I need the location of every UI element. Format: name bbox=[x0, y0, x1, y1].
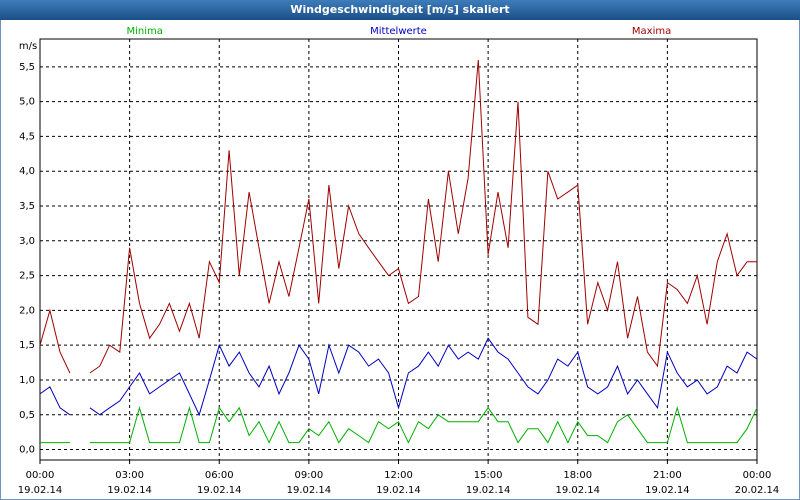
x-tick-label: 09:00 bbox=[294, 470, 323, 481]
x-tick-label: 18:00 bbox=[563, 470, 592, 481]
legend-entry: Mittelwerte bbox=[370, 26, 427, 37]
x-tick-date: 19.02.14 bbox=[18, 485, 63, 496]
x-tick-label: 21:00 bbox=[653, 470, 682, 481]
y-tick-label: 2,0 bbox=[19, 305, 35, 316]
chart-title: Windgeschwindigkeit [m/s] skaliert bbox=[290, 3, 509, 16]
x-tick-label: 03:00 bbox=[115, 470, 144, 481]
legend-entry: Minima bbox=[126, 26, 162, 37]
y-tick-label: 1,5 bbox=[19, 340, 35, 351]
y-tick-label: 4,5 bbox=[19, 131, 35, 142]
y-tick-label: 3,5 bbox=[19, 201, 35, 212]
x-tick-label: 06:00 bbox=[205, 470, 234, 481]
series-line bbox=[39, 59, 757, 374]
y-tick-label: 2,5 bbox=[19, 271, 35, 282]
x-tick-date: 20.02.14 bbox=[735, 485, 780, 496]
y-tick-label: 5,5 bbox=[19, 62, 35, 73]
x-tick-date: 19.02.14 bbox=[376, 485, 421, 496]
x-tick-label: 00:00 bbox=[26, 470, 55, 481]
x-tick-label: 15:00 bbox=[474, 470, 503, 481]
x-tick-date: 19.02.14 bbox=[287, 485, 332, 496]
x-tick-date: 19.02.14 bbox=[197, 485, 242, 496]
series-line bbox=[39, 337, 758, 417]
x-tick-label: 12:00 bbox=[384, 470, 413, 481]
x-tick-label: 00:00 bbox=[743, 470, 772, 481]
x-tick-date: 19.02.14 bbox=[555, 485, 600, 496]
y-tick-label: 0,0 bbox=[19, 445, 35, 456]
series-line bbox=[40, 405, 758, 444]
y-tick-label: 4,0 bbox=[19, 166, 35, 177]
title-bar bbox=[0, 0, 800, 20]
x-tick-date: 19.02.14 bbox=[107, 485, 152, 496]
y-tick-label: 5,0 bbox=[19, 97, 35, 108]
legend-entry: Maxima bbox=[632, 26, 671, 37]
x-tick-date: 19.02.14 bbox=[645, 485, 690, 496]
x-tick-date: 19.02.14 bbox=[466, 485, 511, 496]
y-tick-label: 1,0 bbox=[19, 375, 35, 386]
y-tick-label: 3,0 bbox=[19, 236, 35, 247]
y-axis-label: m/s bbox=[19, 41, 37, 52]
y-tick-label: 0,5 bbox=[19, 410, 35, 421]
